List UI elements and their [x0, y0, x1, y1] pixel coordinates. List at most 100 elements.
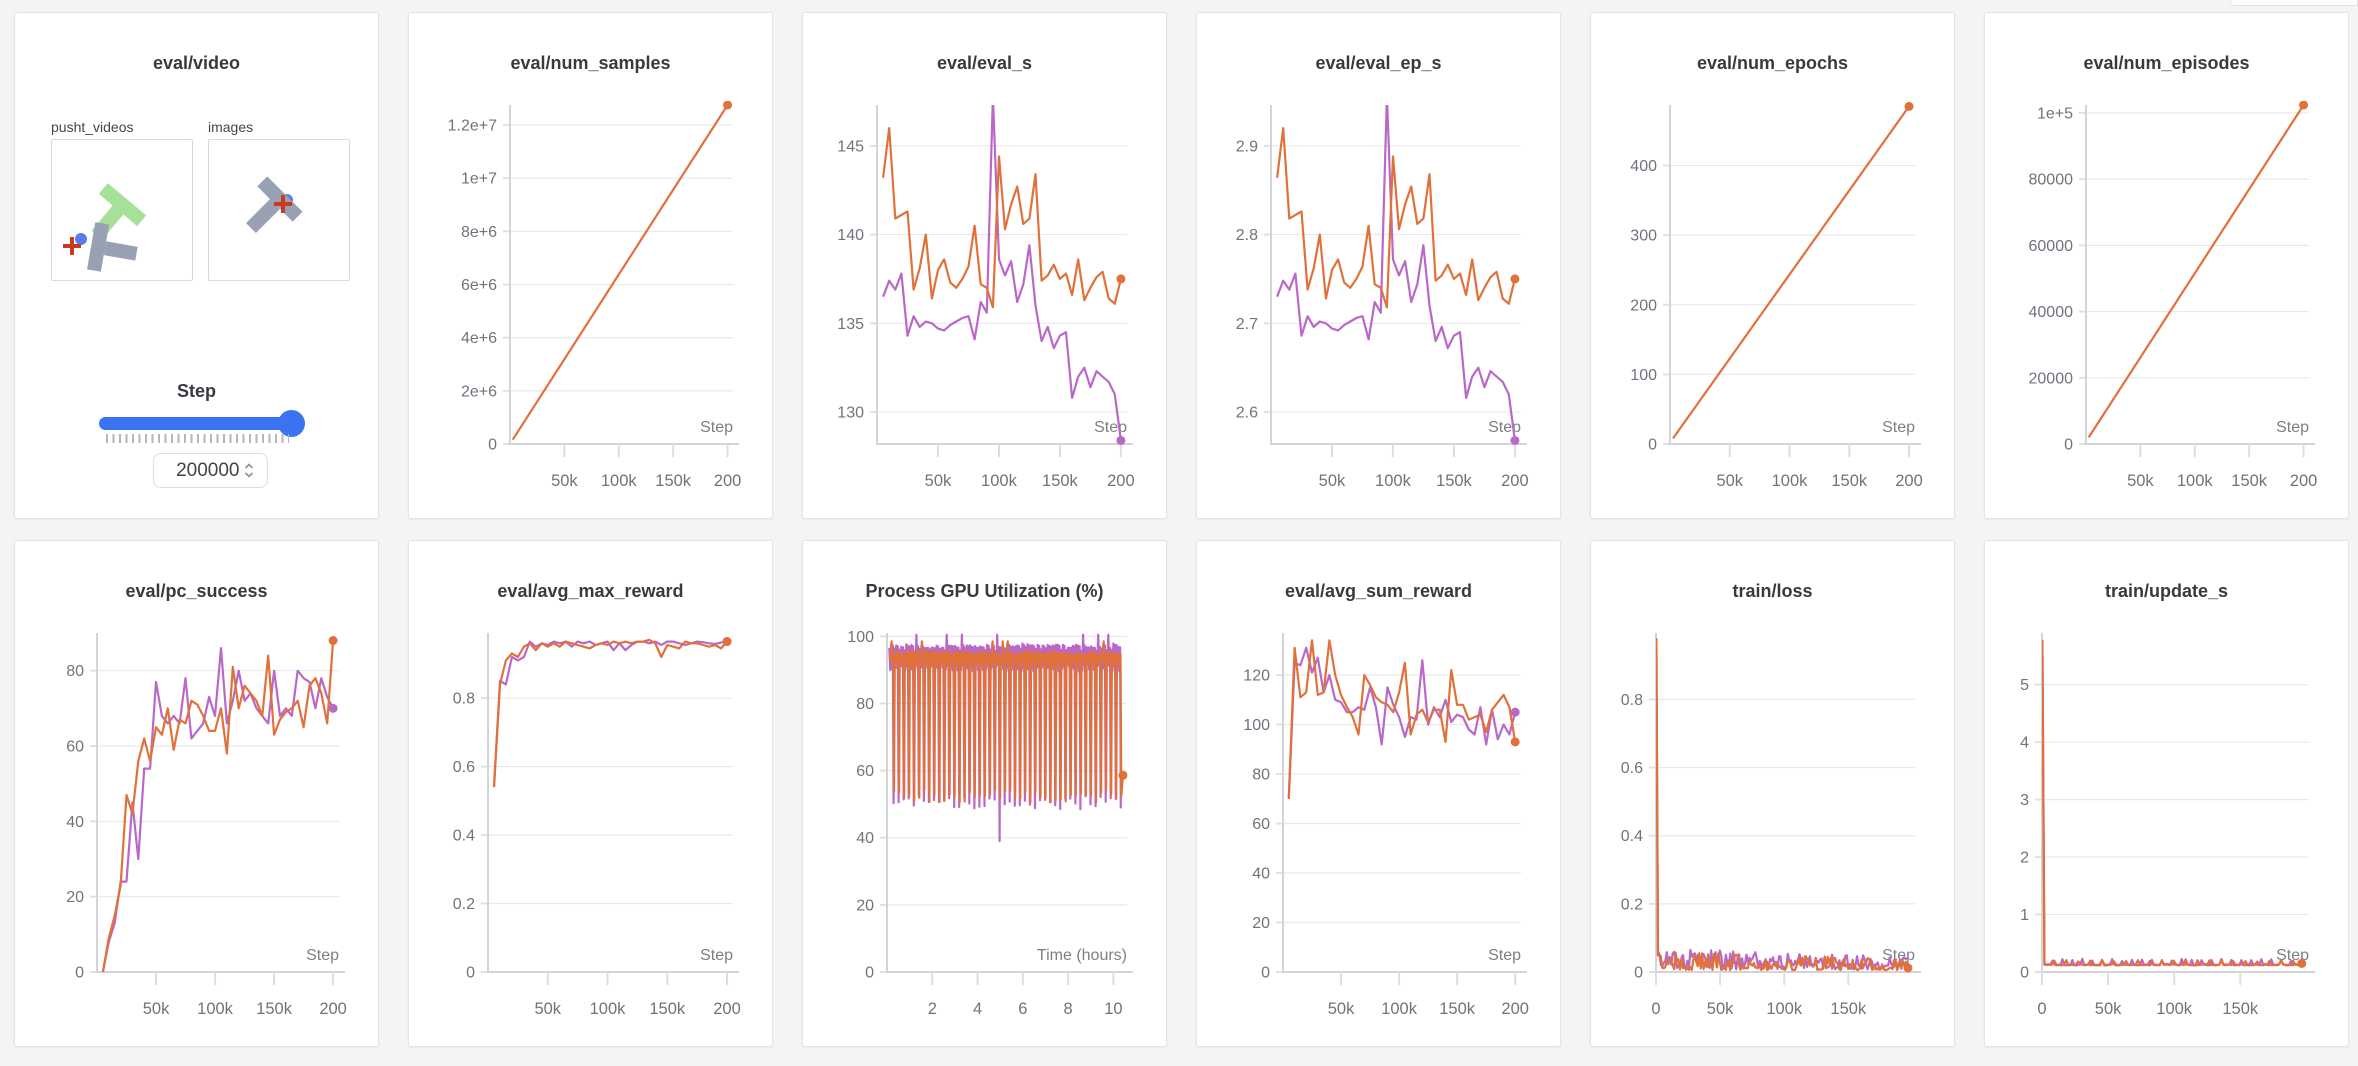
- y-tick-label: 0.4: [1621, 828, 1643, 845]
- y-tick-label: 2.8: [1236, 227, 1258, 244]
- panel-process-gpu-utilization[interactable]: Process GPU Utilization (%) 0 20 40 60 80 100…: [802, 540, 1167, 1047]
- x-tick-label: 200: [714, 472, 742, 490]
- panel-eval-num-samples[interactable]: eval/num_samples 0 2e+6 4e+6 6e+6 8e+6 1e+7 1.…: [408, 12, 773, 519]
- series-end-dot-run-orange: [722, 637, 732, 647]
- y-tick-label: 0: [2020, 965, 2029, 982]
- panel-eval-num-epochs[interactable]: eval/num_epochs 0 100 200 300 400 50k 100k 150k…: [1590, 12, 1955, 519]
- chart-svg[interactable]: 0 20000 40000 60000 80000 1e+5 50k 100k 150k 200 S…: [1994, 100, 2339, 506]
- y-tick-label: 0: [488, 437, 497, 454]
- media-thumbnail-images[interactable]: [208, 139, 350, 281]
- panel-train-update-s[interactable]: train/update_s 0 1 2 3 4 5 0 50k 100k 150k Step: [1984, 540, 2349, 1047]
- x-tick-label: 150k: [1831, 472, 1868, 490]
- media-panel-title: eval/video: [152, 53, 241, 73]
- series-line-run-orange: [888, 640, 1124, 804]
- panel-eval-avg-sum-reward[interactable]: eval/avg_sum_reward 0 20 40 60 80 100 120 50k 10…: [1196, 540, 1561, 1047]
- y-tick-label: 80: [1252, 767, 1270, 784]
- chart-title: eval/avg_max_reward: [497, 581, 684, 601]
- y-tick-label: 140: [837, 227, 864, 244]
- chart-title: Process GPU Utilization (%): [865, 581, 1104, 601]
- chart-svg[interactable]: 0 20 40 60 80 50k 100k 150k 200 Step: [24, 629, 369, 1034]
- x-tick-label: 100k: [1375, 472, 1412, 490]
- x-tick-label: 100k: [1381, 1000, 1418, 1018]
- y-tick-label: 0: [1634, 965, 1643, 982]
- x-tick-label: 200: [319, 1000, 347, 1018]
- chart-canvas: 0 20000 40000 60000 80000 1e+5 50k 100k 150k 200 S…: [1994, 100, 2339, 506]
- series-end-dot-run-orange: [2297, 958, 2307, 968]
- y-tick-label: 80000: [2029, 172, 2074, 189]
- chart-svg[interactable]: 0 0.2 0.4 0.6 0.8 50k 100k 150k 200 Step: [418, 629, 763, 1034]
- chart-svg[interactable]: 0 2e+6 4e+6 6e+6 8e+6 1e+7 1.2e+7 50k 100k 150k 20…: [418, 100, 763, 506]
- chart-canvas: 2.6 2.7 2.8 2.9 50k 100k 150k 200 Step: [1206, 101, 1551, 506]
- gray-t-block-icon: [87, 222, 138, 272]
- y-tick-label: 2e+6: [461, 383, 497, 400]
- x-tick-label: 200: [713, 1000, 741, 1018]
- chart-canvas: 0 20 40 60 80 100 120 50k 100k 150k 200 Step: [1206, 629, 1551, 1034]
- partial-panel-edge: [2230, 0, 2358, 6]
- chart-title: eval/avg_sum_reward: [1284, 581, 1473, 601]
- x-tick-label: 200: [1501, 472, 1529, 490]
- y-tick-label: 0: [466, 965, 475, 982]
- panel-eval-num-episodes[interactable]: eval/num_episodes 0 20000 40000 60000 80000 1…: [1984, 12, 2349, 519]
- y-tick-label: 20000: [2029, 370, 2074, 387]
- panel-eval-pc-success[interactable]: eval/pc_success 0 20 40 60 80 50k 100k 150k 200 S…: [14, 540, 379, 1047]
- x-tick-label: 200: [1107, 472, 1135, 490]
- y-tick-label: 130: [837, 405, 864, 422]
- x-tick-label: 150k: [1439, 1000, 1476, 1018]
- x-tick-label: 150k: [1436, 472, 1473, 490]
- y-tick-label: 300: [1630, 228, 1657, 245]
- chart-svg[interactable]: 2.6 2.7 2.8 2.9 50k 100k 150k 200 Step: [1206, 101, 1551, 506]
- y-tick-label: 60: [66, 739, 84, 756]
- x-axis-label: Step: [700, 947, 733, 964]
- series-end-dot-run-purple: [1116, 435, 1126, 445]
- chevron-down-icon[interactable]: [244, 471, 254, 478]
- panel-eval-eval-s[interactable]: eval/eval_s 130 135 140 145 50k 100k 150k 200 St…: [802, 12, 1167, 519]
- step-value-input[interactable]: [167, 459, 240, 482]
- y-tick-label: 0: [2064, 437, 2073, 454]
- series-line-run-purple: [882, 105, 1122, 441]
- target-cross-icon: [63, 237, 81, 255]
- chart-canvas: 0 100 200 300 400 50k 100k 150k 200 Step: [1600, 101, 1945, 506]
- series-line-run-orange: [101, 640, 335, 972]
- y-tick-label: 20: [66, 889, 84, 906]
- x-tick-label: 50k: [1716, 472, 1743, 490]
- y-tick-label: 6e+6: [461, 277, 497, 294]
- series-line-run-purple: [2042, 655, 2303, 967]
- panel-train-loss[interactable]: train/loss 0 0.2 0.4 0.6 0.8 0 50k 100k 150k Step: [1590, 540, 1955, 1047]
- y-tick-label: 1.2e+7: [448, 117, 497, 134]
- step-slider-thumb[interactable]: [278, 410, 305, 437]
- chart-canvas: 0 2e+6 4e+6 6e+6 8e+6 1e+7 1.2e+7 50k 100k 150k 20…: [418, 100, 763, 506]
- step-value-field[interactable]: [153, 453, 268, 488]
- chart-svg[interactable]: 0 100 200 300 400 50k 100k 150k 200 Step: [1600, 101, 1945, 506]
- y-tick-label: 5: [2020, 677, 2029, 694]
- y-tick-label: 4: [2020, 735, 2029, 752]
- x-tick-label: 150k: [2222, 1000, 2259, 1018]
- chart-svg[interactable]: 0 20 40 60 80 100 2 4 6 8 10 Time (hours): [812, 629, 1157, 1034]
- y-tick-label: 2: [2020, 850, 2029, 867]
- series-end-dot-run-orange: [1510, 737, 1520, 747]
- x-tick-label: 100k: [601, 472, 638, 490]
- y-tick-label: 100: [1243, 717, 1270, 734]
- y-tick-label: 60000: [2029, 238, 2074, 255]
- series-line-run-orange: [2042, 639, 2303, 967]
- chart-svg[interactable]: 0 20 40 60 80 100 120 50k 100k 150k 200 Step: [1206, 629, 1551, 1034]
- x-tick-label: 4: [973, 1000, 982, 1018]
- panel-eval-avg-max-reward[interactable]: eval/avg_max_reward 0 0.2 0.4 0.6 0.8 50k 100k…: [408, 540, 773, 1047]
- panel-eval-video[interactable]: eval/video pusht_videos images: [14, 12, 379, 519]
- chart-canvas: 0 0.2 0.4 0.6 0.8 50k 100k 150k 200 Step: [418, 629, 763, 1034]
- chevron-up-icon[interactable]: [244, 463, 254, 470]
- y-tick-label: 0.6: [1621, 760, 1643, 777]
- chart-svg[interactable]: 130 135 140 145 50k 100k 150k 200 Step: [812, 101, 1157, 506]
- panel-eval-eval-ep-s[interactable]: eval/eval_ep_s 2.6 2.7 2.8 2.9 50k 100k 150k 20…: [1196, 12, 1561, 519]
- media-thumbnail-pusht-videos[interactable]: [51, 139, 193, 281]
- panel-grid: eval/video pusht_videos images: [14, 12, 2349, 1047]
- series-line-run-orange: [1656, 638, 1909, 972]
- media-key-label: images: [208, 119, 254, 135]
- x-tick-label: 50k: [2095, 1000, 2122, 1018]
- stepper-icon[interactable]: [244, 463, 254, 478]
- pusht-video-frame-icon: [63, 183, 147, 272]
- step-slider[interactable]: [99, 417, 298, 430]
- media-key-label: pusht_videos: [51, 119, 134, 135]
